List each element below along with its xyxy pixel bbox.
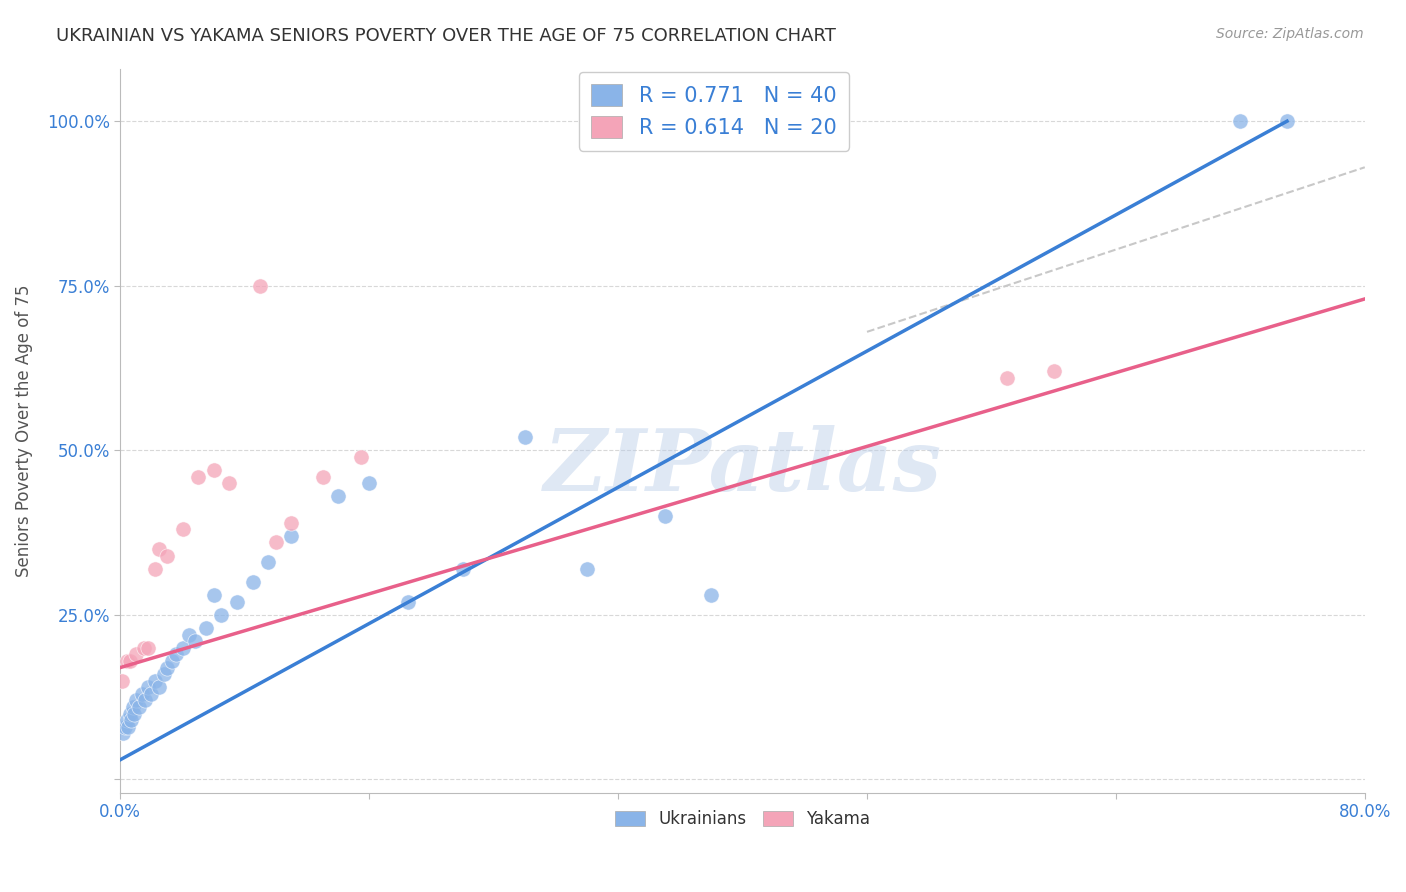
Point: [128, 700, 150, 714]
Point: [114, 720, 136, 734]
Point: [249, 278, 271, 293]
Point: [1275, 114, 1298, 128]
Point: [153, 667, 176, 681]
Point: [359, 476, 381, 491]
Point: [141, 687, 163, 701]
Point: [575, 562, 598, 576]
Point: [513, 430, 536, 444]
Point: [172, 640, 194, 655]
Point: [396, 595, 419, 609]
Point: [115, 654, 138, 668]
Point: [111, 673, 134, 688]
Point: [125, 693, 148, 707]
Point: [177, 628, 200, 642]
Point: [218, 476, 240, 491]
Point: [118, 654, 141, 668]
Point: [115, 713, 138, 727]
Point: [160, 654, 183, 668]
Point: [117, 720, 139, 734]
Point: [202, 588, 225, 602]
Point: [132, 640, 155, 655]
Point: [202, 463, 225, 477]
Point: [131, 687, 153, 701]
Point: [136, 681, 159, 695]
Point: [165, 648, 187, 662]
Point: [184, 634, 207, 648]
Point: [187, 469, 209, 483]
Point: [156, 660, 179, 674]
Point: [124, 706, 146, 721]
Point: [350, 450, 373, 464]
Text: Source: ZipAtlas.com: Source: ZipAtlas.com: [1216, 27, 1364, 41]
Text: UKRAINIAN VS YAKAMA SENIORS POVERTY OVER THE AGE OF 75 CORRELATION CHART: UKRAINIAN VS YAKAMA SENIORS POVERTY OVER…: [56, 27, 837, 45]
Point: [280, 516, 302, 530]
Point: [148, 681, 170, 695]
Point: [125, 648, 148, 662]
Point: [451, 562, 474, 576]
Point: [242, 574, 264, 589]
Point: [143, 562, 166, 576]
Point: [136, 640, 159, 655]
Point: [1229, 114, 1251, 128]
Point: [326, 490, 349, 504]
Point: [112, 726, 135, 740]
Legend: Ukrainians, Yakama: Ukrainians, Yakama: [609, 804, 877, 835]
Point: [121, 700, 143, 714]
Point: [257, 555, 280, 569]
Point: [172, 522, 194, 536]
Point: [148, 542, 170, 557]
Point: [143, 673, 166, 688]
Y-axis label: Seniors Poverty Over the Age of 75: Seniors Poverty Over the Age of 75: [15, 285, 32, 577]
Point: [226, 595, 249, 609]
Point: [134, 693, 156, 707]
Point: [654, 509, 676, 524]
Point: [700, 588, 723, 602]
Point: [209, 607, 232, 622]
Point: [156, 549, 179, 563]
Point: [120, 713, 142, 727]
Point: [118, 706, 141, 721]
Point: [1042, 364, 1064, 378]
Point: [264, 535, 287, 549]
Point: [280, 529, 302, 543]
Point: [995, 371, 1018, 385]
Text: ZIPatlas: ZIPatlas: [544, 425, 942, 508]
Point: [311, 469, 333, 483]
Point: [194, 621, 217, 635]
